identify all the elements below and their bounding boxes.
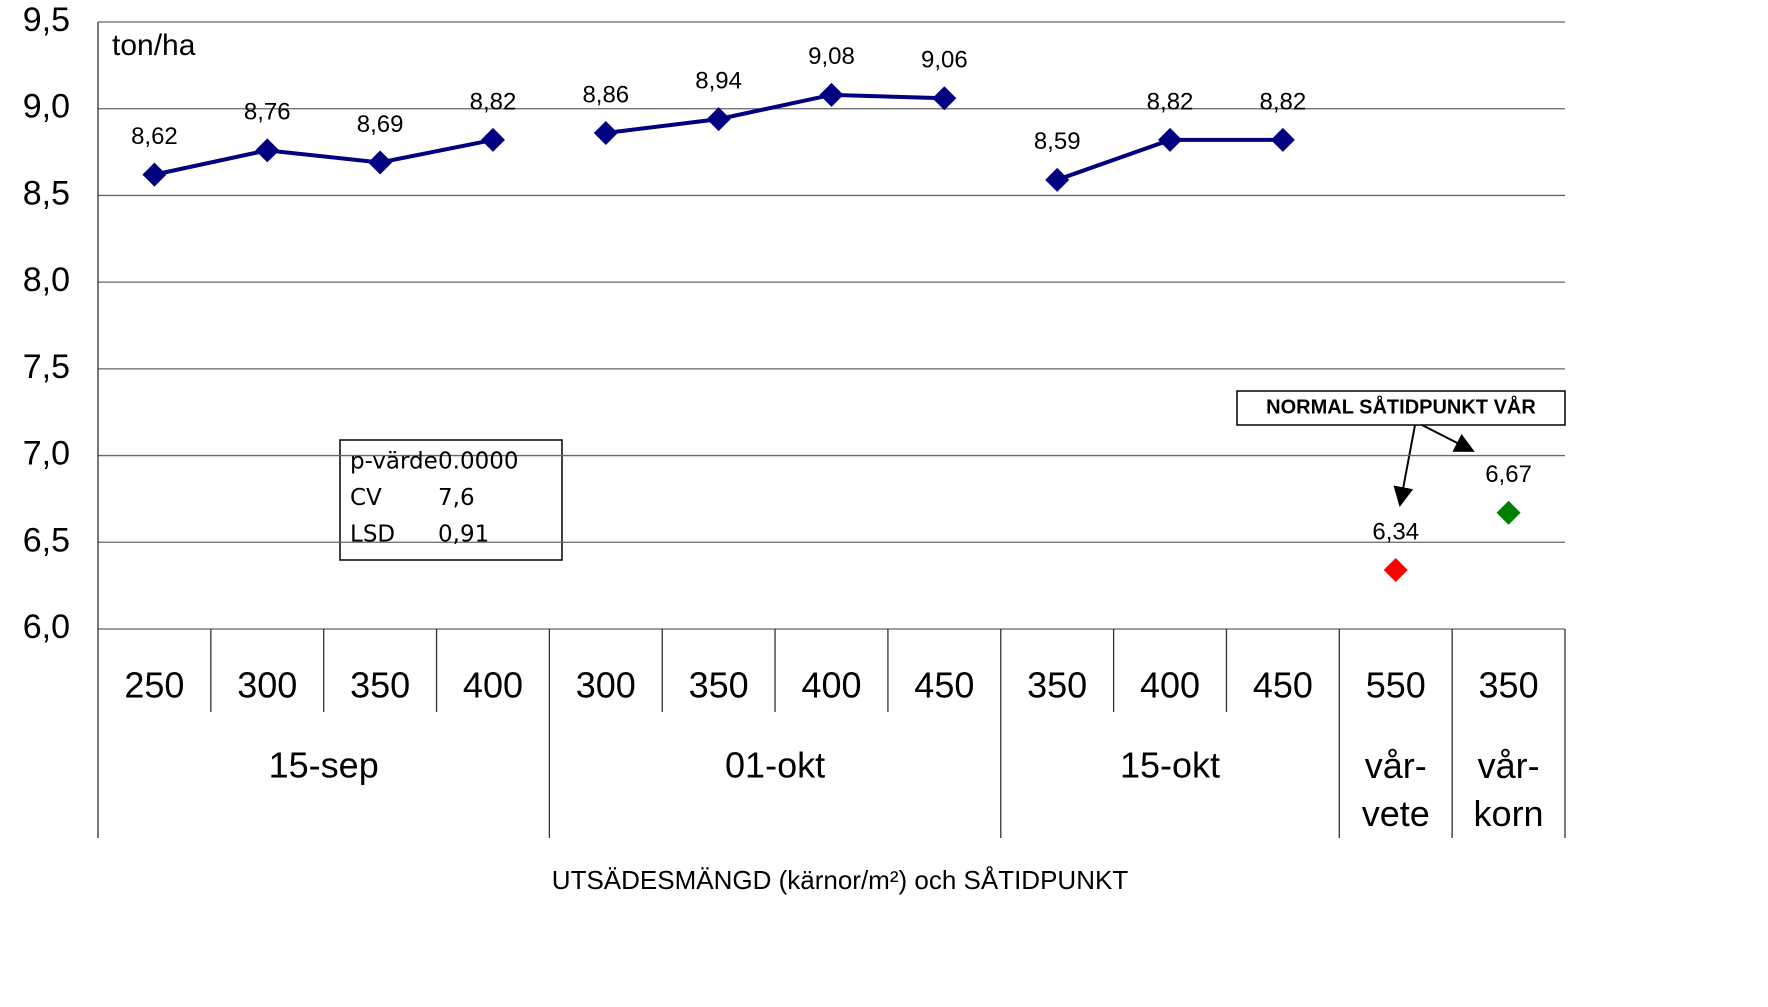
data-label: 9,06 bbox=[921, 47, 968, 74]
group-label: vår-korn bbox=[1474, 745, 1544, 834]
data-point bbox=[255, 138, 280, 163]
data-point bbox=[593, 120, 618, 145]
data-label: 8,62 bbox=[131, 123, 178, 150]
series-line bbox=[605, 92, 945, 135]
data-label: 6,34 bbox=[1372, 518, 1419, 545]
series-line bbox=[154, 137, 494, 177]
data-label: 8,82 bbox=[470, 88, 517, 115]
annotation-arrow bbox=[1393, 424, 1416, 507]
data-label: 8,59 bbox=[1034, 128, 1081, 155]
y-tick-label: 7,0 bbox=[23, 435, 70, 473]
x-tick-label: 450 bbox=[1253, 665, 1313, 706]
x-tick-label: 350 bbox=[350, 665, 410, 706]
x-tick-label: 350 bbox=[1027, 665, 1087, 706]
y-tick-label: 9,5 bbox=[23, 1, 70, 39]
stats-label: p-värde bbox=[350, 449, 438, 475]
data-label: 9,08 bbox=[808, 43, 855, 70]
data-label: 6,67 bbox=[1485, 461, 1532, 488]
annotation-box bbox=[1236, 390, 1566, 426]
data-point bbox=[1158, 127, 1183, 152]
data-label: 8,94 bbox=[695, 67, 742, 94]
x-tick-label: 400 bbox=[801, 665, 861, 706]
data-point bbox=[932, 86, 957, 111]
y-tick-label: 6,0 bbox=[23, 608, 70, 646]
data-point bbox=[1496, 500, 1521, 525]
x-tick-label: 400 bbox=[463, 665, 523, 706]
x-tick-label: 300 bbox=[237, 665, 297, 706]
data-point bbox=[480, 127, 505, 152]
x-axis-title: UTSÄDESMÄNGD (kärnor/m²) och SÅTIDPUNKT bbox=[552, 865, 1129, 895]
data-point bbox=[819, 82, 844, 107]
stats-label: CV bbox=[350, 485, 382, 511]
stats-value: 7,6 bbox=[438, 485, 475, 511]
data-point bbox=[1270, 127, 1295, 152]
x-tick-label: 350 bbox=[689, 665, 749, 706]
x-tick-label: 300 bbox=[576, 665, 636, 706]
x-tick-label: 550 bbox=[1366, 665, 1426, 706]
y-tick-label: 8,5 bbox=[23, 174, 70, 212]
y-tick-label: 7,5 bbox=[23, 348, 70, 386]
group-label: 15-okt bbox=[1120, 745, 1220, 786]
stats-label: LSD bbox=[350, 522, 395, 548]
data-point bbox=[1045, 167, 1070, 192]
annotation: NORMAL SÅTIDPUNKT VÅR bbox=[1266, 394, 1536, 418]
stats-value: 0,91 bbox=[438, 522, 489, 548]
y-tick-label: 6,5 bbox=[23, 521, 70, 559]
data-point bbox=[706, 107, 731, 132]
x-tick-label: 250 bbox=[124, 665, 184, 706]
y-tick-label: 9,0 bbox=[23, 88, 70, 126]
group-label: 01-okt bbox=[725, 745, 825, 786]
data-label: 8,86 bbox=[582, 81, 629, 108]
group-label: vår-vete bbox=[1362, 745, 1430, 834]
x-tick-label: 350 bbox=[1479, 665, 1539, 706]
data-point bbox=[1383, 558, 1408, 583]
data-label: 8,69 bbox=[357, 111, 404, 138]
stats-box bbox=[339, 439, 563, 561]
y-unit-label: ton/ha bbox=[112, 29, 196, 62]
stats-value: 0.0000 bbox=[438, 449, 518, 475]
data-label: 8,76 bbox=[244, 99, 291, 126]
x-tick-label: 450 bbox=[914, 665, 974, 706]
data-point bbox=[142, 162, 167, 187]
data-label: 8,82 bbox=[1147, 88, 1194, 115]
y-tick-label: 8,0 bbox=[23, 261, 70, 299]
data-point bbox=[368, 150, 393, 175]
annotation-arrow bbox=[1421, 424, 1475, 452]
group-label: 15-sep bbox=[269, 745, 379, 786]
data-label: 8,82 bbox=[1260, 88, 1307, 115]
x-tick-label: 400 bbox=[1140, 665, 1200, 706]
